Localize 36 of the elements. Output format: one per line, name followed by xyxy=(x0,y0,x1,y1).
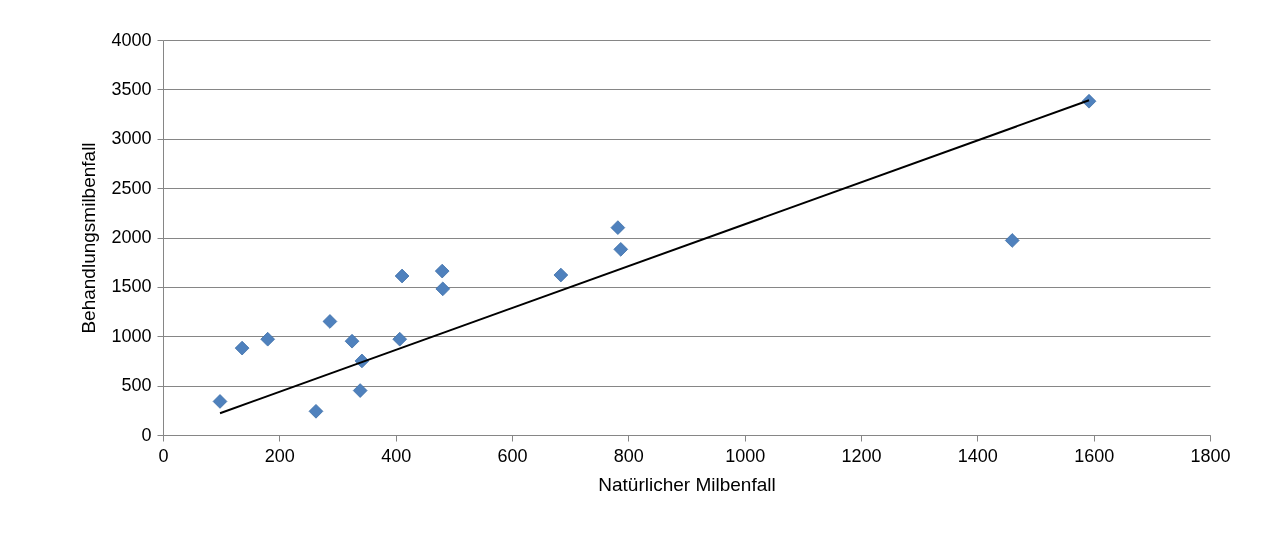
y-tick-label: 2000 xyxy=(111,227,152,247)
y-tick-label: 500 xyxy=(121,375,152,396)
point xyxy=(392,331,408,347)
x-tick-label: 1200 xyxy=(841,445,882,466)
y-axis-title: Behandlungsmilbenfall xyxy=(78,142,100,334)
x-tick-label: 1400 xyxy=(957,445,998,466)
x-tick-label: 800 xyxy=(613,445,644,466)
point xyxy=(212,394,228,409)
y-tick-label: 3000 xyxy=(111,128,152,149)
x-tick-label: 1800 xyxy=(1190,445,1231,466)
point xyxy=(553,267,569,283)
y-tick-label: 3500 xyxy=(111,78,152,99)
point xyxy=(394,268,410,284)
point xyxy=(308,404,324,419)
x-tick-label: 1000 xyxy=(725,445,766,466)
y-tick-label: 0 xyxy=(141,424,152,445)
y-tick-label: 4000 xyxy=(111,29,152,50)
point xyxy=(613,242,629,257)
point xyxy=(610,220,626,235)
point xyxy=(352,383,368,398)
y-tick-label: 1000 xyxy=(111,325,152,346)
point xyxy=(434,263,450,279)
point xyxy=(435,281,451,297)
point xyxy=(260,331,275,347)
x-axis-title: Natürlicher Milbenfall xyxy=(598,473,776,495)
x-tick-label: 200 xyxy=(264,445,295,466)
x-tick-label: 600 xyxy=(497,445,528,466)
point xyxy=(234,340,250,356)
y-tick-label: 2500 xyxy=(111,177,152,198)
x-tick-label: 1600 xyxy=(1074,445,1115,466)
y-tick-label: 1500 xyxy=(111,276,152,297)
point xyxy=(1004,233,1020,248)
x-tick-label: 400 xyxy=(381,445,412,466)
point xyxy=(322,314,338,329)
point xyxy=(344,333,360,349)
x-tick-label: 0 xyxy=(158,445,169,466)
